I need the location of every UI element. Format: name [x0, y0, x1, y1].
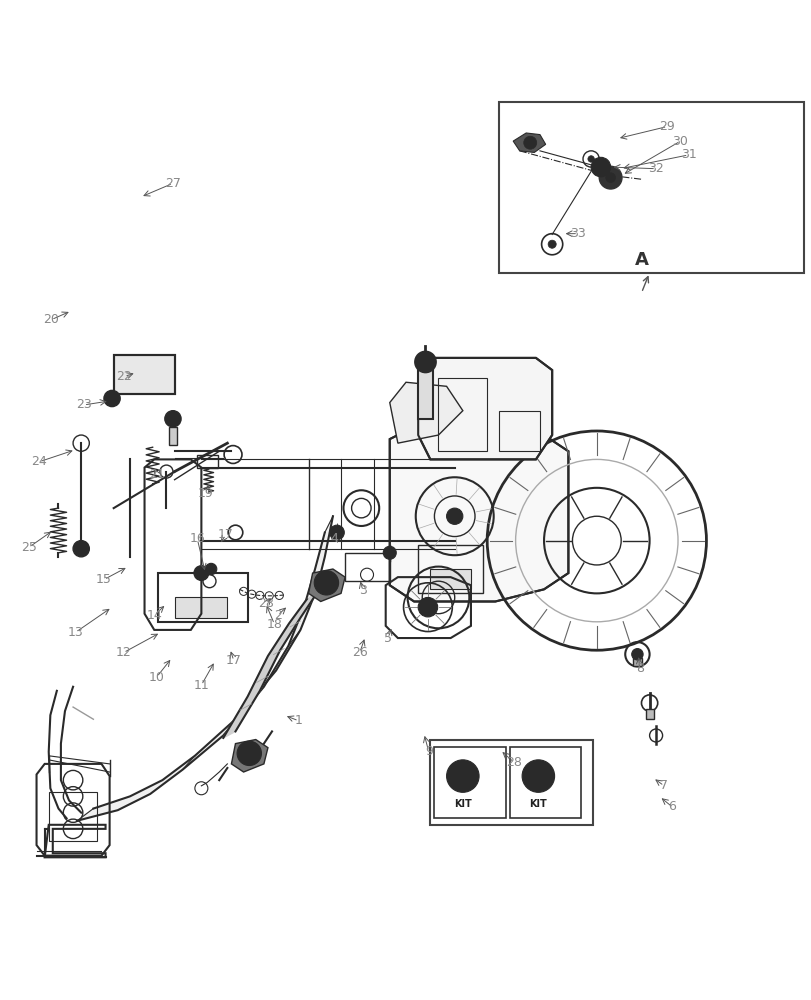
- Circle shape: [590, 157, 610, 177]
- Polygon shape: [513, 133, 545, 152]
- Circle shape: [205, 563, 217, 575]
- Circle shape: [631, 649, 642, 660]
- Text: 5: 5: [384, 632, 392, 645]
- Polygon shape: [308, 569, 345, 601]
- Circle shape: [329, 525, 344, 540]
- Bar: [430, 569, 470, 589]
- Bar: [49, 792, 97, 841]
- Text: 17: 17: [217, 528, 234, 541]
- Circle shape: [446, 508, 462, 524]
- Text: KIT: KIT: [529, 799, 547, 809]
- Text: 16: 16: [189, 532, 205, 545]
- Circle shape: [165, 411, 181, 427]
- Text: 32: 32: [647, 162, 663, 175]
- Polygon shape: [389, 427, 568, 601]
- Text: 17: 17: [225, 654, 242, 667]
- Circle shape: [73, 541, 89, 557]
- Circle shape: [599, 166, 621, 189]
- Text: 12: 12: [115, 646, 131, 659]
- Bar: [430, 740, 592, 825]
- Text: 24: 24: [31, 455, 47, 468]
- Text: 1: 1: [294, 714, 303, 727]
- Text: 14: 14: [146, 609, 162, 622]
- Circle shape: [194, 566, 208, 580]
- Text: 23: 23: [75, 398, 92, 411]
- Text: 2: 2: [273, 609, 281, 622]
- Circle shape: [418, 597, 437, 617]
- Bar: [169, 427, 177, 445]
- Text: 21: 21: [148, 468, 165, 481]
- Text: 10: 10: [148, 671, 165, 684]
- Circle shape: [605, 173, 615, 183]
- Bar: [434, 747, 505, 818]
- Text: 19: 19: [197, 487, 213, 500]
- Bar: [499, 411, 539, 451]
- Text: 29: 29: [659, 120, 675, 133]
- Text: 30: 30: [672, 135, 688, 148]
- Circle shape: [446, 760, 478, 792]
- Bar: [645, 709, 653, 719]
- Polygon shape: [77, 516, 333, 821]
- Text: 26: 26: [351, 646, 367, 659]
- Text: 6: 6: [667, 800, 676, 813]
- Bar: [158, 573, 247, 622]
- Text: 9: 9: [424, 745, 432, 758]
- Text: 25: 25: [21, 541, 37, 554]
- Bar: [438, 378, 487, 451]
- Bar: [345, 553, 389, 581]
- Circle shape: [237, 741, 261, 766]
- Text: 33: 33: [569, 227, 586, 240]
- Circle shape: [587, 156, 594, 162]
- Circle shape: [523, 136, 536, 149]
- Bar: [499, 102, 803, 273]
- Circle shape: [314, 571, 338, 595]
- Bar: [509, 747, 581, 818]
- Circle shape: [104, 390, 120, 407]
- Text: 13: 13: [67, 626, 84, 639]
- Bar: [114, 355, 174, 394]
- Bar: [114, 355, 174, 394]
- Polygon shape: [418, 358, 551, 459]
- Text: 11: 11: [193, 679, 209, 692]
- Text: 22: 22: [116, 370, 132, 383]
- Text: 15: 15: [96, 573, 112, 586]
- Polygon shape: [223, 593, 316, 738]
- Polygon shape: [389, 382, 462, 443]
- Text: KIT: KIT: [453, 799, 471, 809]
- Bar: [418, 545, 483, 593]
- Bar: [197, 455, 217, 468]
- Circle shape: [414, 351, 436, 373]
- Bar: [418, 358, 432, 419]
- Text: 28: 28: [505, 756, 521, 769]
- Text: 18: 18: [266, 618, 282, 631]
- Text: A: A: [633, 251, 648, 269]
- Polygon shape: [231, 740, 268, 772]
- Text: 3: 3: [358, 584, 367, 597]
- Bar: [174, 597, 227, 618]
- Text: 20: 20: [43, 313, 59, 326]
- Circle shape: [383, 546, 396, 559]
- Circle shape: [521, 760, 554, 792]
- Text: 7: 7: [659, 779, 667, 792]
- Text: 4: 4: [330, 532, 338, 545]
- Text: 8: 8: [635, 662, 643, 675]
- Bar: [632, 658, 642, 666]
- Text: 27: 27: [165, 177, 181, 190]
- Circle shape: [547, 240, 556, 248]
- Text: 31: 31: [680, 148, 696, 161]
- Text: 28: 28: [258, 597, 274, 610]
